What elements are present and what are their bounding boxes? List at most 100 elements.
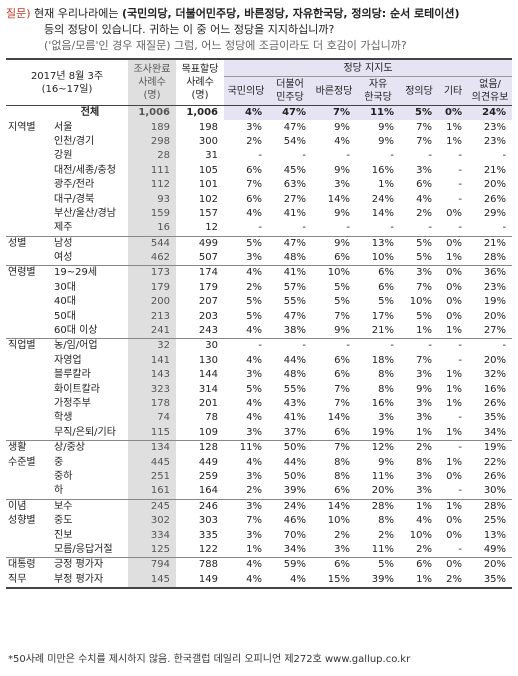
party-value-cell: 24% bbox=[283, 500, 307, 512]
row-group bbox=[6, 106, 50, 121]
party-value-cell: 35% bbox=[483, 412, 507, 424]
party-value-cell: 11% bbox=[356, 105, 401, 121]
party-value-cell: 19% bbox=[371, 426, 395, 438]
row-label: 19~29세 bbox=[54, 267, 98, 279]
party-value-cell: 14% bbox=[327, 193, 351, 205]
party-value-cell: 47% bbox=[283, 121, 307, 133]
party-value-cell: - bbox=[302, 150, 307, 162]
question-line-2: 등의 정당이 있습니다. 귀하는 이 중 어느 정당을 지지하십니까? bbox=[44, 23, 335, 36]
table-row: 40대 200 207 5% 55% 5% 5% 10% 0% 19% bbox=[6, 295, 512, 310]
party-value-cell: 1% bbox=[446, 398, 463, 409]
table-row: 무직/은퇴/기타 115 109 3% 37% 6% 19% 1% 1% 34% bbox=[6, 425, 512, 441]
party-value-cell: 4% bbox=[334, 135, 351, 147]
row-group bbox=[6, 178, 50, 192]
row-group bbox=[6, 164, 50, 178]
party-value-cell: 29% bbox=[483, 207, 507, 219]
party-value-cell: 5% bbox=[334, 296, 351, 308]
party-value-cell: 7% bbox=[416, 354, 433, 366]
row-group: 성향별 bbox=[8, 515, 36, 527]
sample-target-cell: 198 bbox=[198, 121, 219, 133]
sample-target-cell: 157 bbox=[198, 207, 219, 219]
party-value-cell: 6% bbox=[378, 267, 395, 279]
row-group bbox=[6, 354, 50, 368]
party-value-cell: 7% bbox=[312, 105, 357, 121]
row-label: 중 bbox=[54, 456, 64, 468]
table-row: 연령별 19~29세 173 174 4% 41% 10% 6% 3% 0% 36% bbox=[6, 265, 513, 281]
party-value-cell: 4% bbox=[246, 573, 263, 585]
row-label: 중도 bbox=[54, 515, 73, 527]
party-col-header: 자유 한국당 bbox=[356, 76, 401, 106]
sample-target-cell: 179 bbox=[198, 281, 219, 293]
table-row: 강원 28 31 - - - - - - - bbox=[6, 149, 512, 164]
row-label: 대구/경북 bbox=[54, 193, 95, 205]
sample-target-cell: 300 bbox=[198, 135, 219, 147]
sample-target-cell: 203 bbox=[198, 310, 219, 322]
party-value-cell: 50% bbox=[283, 442, 307, 454]
party-value-cell: 22% bbox=[483, 456, 507, 468]
party-value-cell: 0% bbox=[446, 529, 463, 541]
table-row: 대전/세종/충청 111 105 6% 45% 9% 16% 3% - 21% bbox=[6, 163, 512, 178]
sample-done-cell: 141 bbox=[128, 353, 177, 369]
party-value-cell: 3% bbox=[246, 121, 263, 133]
party-value-cell: 1% bbox=[446, 456, 463, 468]
sample-done-cell: 302 bbox=[128, 513, 177, 529]
sample-done-cell: 178 bbox=[128, 396, 177, 412]
party-value-cell: 19% bbox=[483, 442, 507, 454]
sample-done-cell: 334 bbox=[128, 528, 177, 543]
row-group: 이념 bbox=[8, 500, 27, 512]
row-label: 하 bbox=[54, 485, 64, 497]
row-group bbox=[6, 221, 50, 236]
table-row: 광주/전라 112 101 7% 63% 3% 1% 6% - 20% bbox=[6, 177, 512, 193]
row-group: 지역별 bbox=[8, 121, 36, 133]
row-label: 보수 bbox=[54, 500, 73, 512]
row-label: 블루칼라 bbox=[54, 369, 91, 381]
sample-done-cell: 323 bbox=[128, 382, 177, 397]
row-group bbox=[6, 309, 50, 323]
party-value-cell: 6% bbox=[416, 179, 433, 191]
party-value-cell: 50% bbox=[283, 470, 307, 482]
party-value-cell: 7% bbox=[334, 310, 351, 322]
table-row: 가정주부 178 201 4% 43% 7% 16% 3% 1% 26% bbox=[6, 396, 512, 412]
party-value-cell: 0% bbox=[446, 296, 463, 308]
row-label: 대전/세종/충청 bbox=[54, 164, 116, 176]
party-value-cell: - bbox=[428, 340, 433, 352]
party-value-cell: 32% bbox=[483, 369, 507, 381]
party-value-cell: 1% bbox=[378, 179, 395, 191]
table-row: 성향별 중도 302 303 7% 46% 10% 8% 4% 0% 25% bbox=[6, 513, 512, 529]
party-value-cell: 6% bbox=[334, 252, 351, 264]
party-value-cell: 55% bbox=[283, 383, 307, 395]
party-value-cell: 47% bbox=[268, 105, 313, 121]
party-value-cell: 0% bbox=[446, 559, 463, 571]
party-value-cell: - bbox=[458, 412, 463, 424]
party-value-cell: 8% bbox=[378, 383, 395, 395]
party-value-cell: 6% bbox=[378, 281, 395, 293]
party-value-cell: 27% bbox=[283, 193, 307, 205]
row-label: 50대 bbox=[54, 310, 76, 322]
party-value-cell: 3% bbox=[246, 470, 263, 482]
party-value-cell: 48% bbox=[283, 252, 307, 264]
party-value-cell: 8% bbox=[334, 456, 351, 468]
party-value-cell: - bbox=[258, 150, 263, 162]
party-value-cell: 3% bbox=[416, 164, 433, 176]
date-range: (16~17일) bbox=[41, 83, 93, 95]
table-row: 30대 179 179 2% 57% 5% 6% 7% 0% 23% bbox=[6, 280, 512, 296]
table-row: 50대 213 203 5% 47% 7% 17% 5% 0% 20% bbox=[6, 309, 512, 324]
row-group: 성별 bbox=[8, 237, 27, 249]
party-value-cell: 6% bbox=[334, 485, 351, 497]
party-value-cell: 10% bbox=[409, 296, 433, 308]
sample-done-cell: 161 bbox=[128, 484, 177, 500]
party-value-cell: 6% bbox=[416, 559, 433, 571]
party-value-cell: 2% bbox=[446, 573, 463, 585]
party-value-cell: 5% bbox=[246, 310, 263, 322]
party-value-cell: - bbox=[458, 354, 463, 366]
party-value-cell: 5% bbox=[246, 383, 263, 395]
row-label: 30대 bbox=[54, 281, 76, 293]
sample-done-cell: 462 bbox=[128, 250, 177, 266]
table-row: 제주 16 12 - - - - - - - bbox=[6, 221, 512, 237]
row-group bbox=[6, 149, 50, 163]
party-value-cell: - bbox=[258, 340, 263, 352]
row-group bbox=[6, 324, 50, 339]
table-row: 중하 251 259 3% 50% 8% 11% 3% 0% 26% bbox=[6, 469, 512, 485]
party-value-cell: 10% bbox=[327, 267, 351, 279]
table-row: 자영업 141 130 4% 44% 6% 18% 7% - 20% bbox=[6, 353, 512, 369]
